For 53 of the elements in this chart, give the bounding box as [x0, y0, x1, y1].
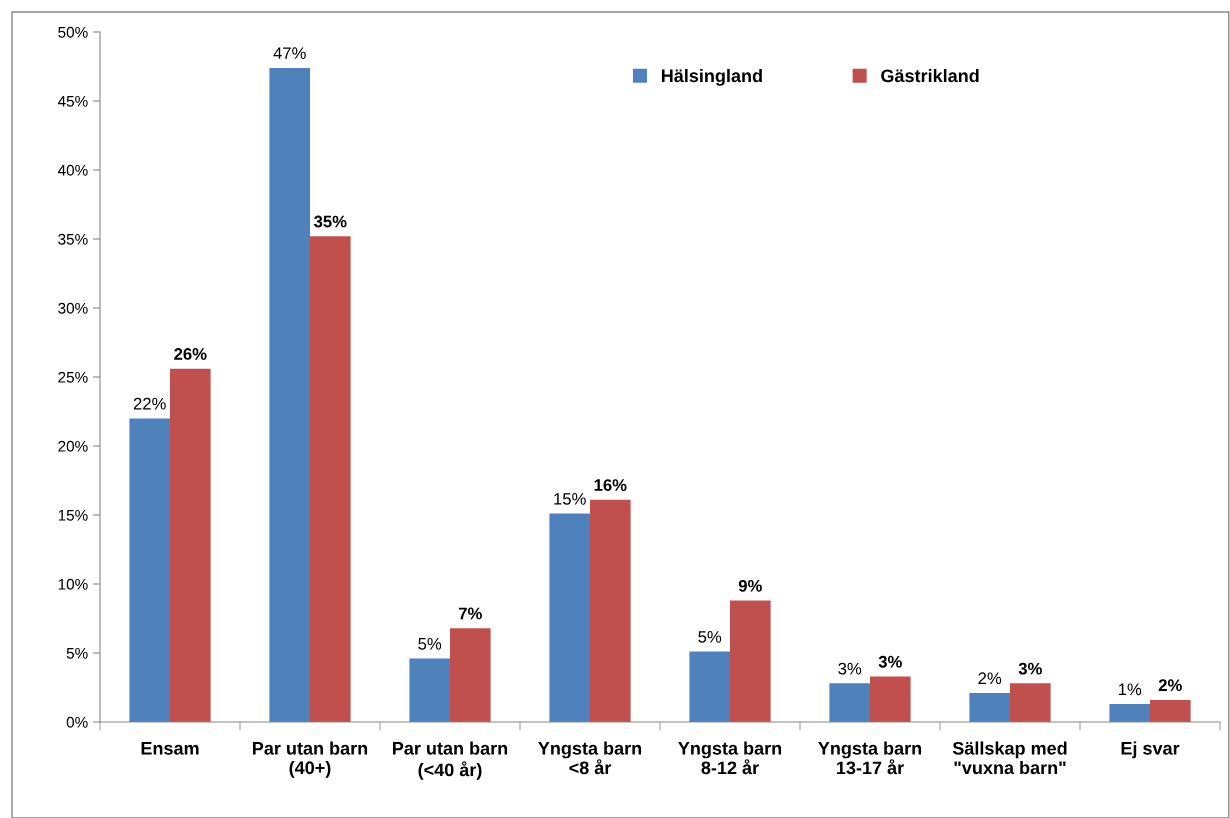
- data-label: 3%: [838, 662, 862, 675]
- y-tick-label: 25%: [58, 371, 88, 383]
- data-label: 35%: [314, 215, 347, 228]
- data-label: 9%: [738, 579, 762, 592]
- x-tick-label: Ensam: [141, 742, 199, 755]
- data-label: 47%: [273, 47, 306, 59]
- legend-label: Hälsingland: [661, 68, 762, 86]
- bar: [1010, 683, 1051, 722]
- data-label: 7%: [458, 607, 482, 620]
- y-tick-label: 45%: [57, 95, 88, 107]
- data-label: 16%: [594, 479, 627, 491]
- y-tick-label: 30%: [58, 302, 88, 314]
- bar: [170, 368, 211, 722]
- data-label: 3%: [1018, 662, 1042, 675]
- bar: [730, 600, 771, 722]
- data-label: 26%: [174, 348, 207, 360]
- bar: [450, 628, 491, 722]
- y-tick-label: 40%: [57, 164, 88, 176]
- bar: [829, 683, 870, 722]
- bar: [310, 236, 351, 722]
- data-label: 5%: [418, 637, 442, 650]
- x-tick-label: Sällskap med "vuxna barn": [952, 741, 1067, 775]
- y-tick-label: 50%: [58, 26, 88, 38]
- x-tick-label: Par utan barn (<40 år): [393, 741, 508, 780]
- bar: [870, 676, 911, 722]
- bar: [590, 499, 631, 722]
- legend-label: Gästrikland: [881, 68, 979, 83]
- data-label: 2%: [978, 672, 1002, 685]
- y-tick-label: 5%: [66, 647, 88, 659]
- data-label: 15%: [554, 493, 586, 505]
- data-label: 5%: [698, 631, 722, 643]
- bar: [129, 418, 170, 722]
- x-tick-label: Par utan barn (40+): [253, 741, 368, 778]
- data-label: 3%: [878, 655, 902, 668]
- y-tick-label: 0%: [66, 716, 88, 728]
- y-tick-label: 15%: [58, 509, 88, 521]
- x-tick-label: Yngsta barn 8-12 år: [678, 741, 782, 775]
- x-tick-label: Ej svar: [1121, 741, 1180, 759]
- bar: [969, 693, 1010, 722]
- bar: [549, 513, 590, 722]
- data-label: 2%: [1158, 679, 1182, 692]
- bar: [1109, 704, 1150, 722]
- y-tick-label: 35%: [58, 233, 88, 245]
- data-label: 1%: [1118, 683, 1142, 696]
- data-label: 22%: [133, 397, 166, 410]
- x-tick-label: Yngsta barn <8 år: [538, 741, 642, 775]
- y-tick-label: 20%: [58, 440, 88, 452]
- bar: [689, 651, 730, 722]
- y-tick-label: 10%: [58, 578, 88, 590]
- bar: [269, 67, 310, 722]
- x-tick-label: Yngsta barn 13-17 år: [818, 741, 922, 775]
- bar: [409, 658, 450, 722]
- bar: [1150, 699, 1191, 722]
